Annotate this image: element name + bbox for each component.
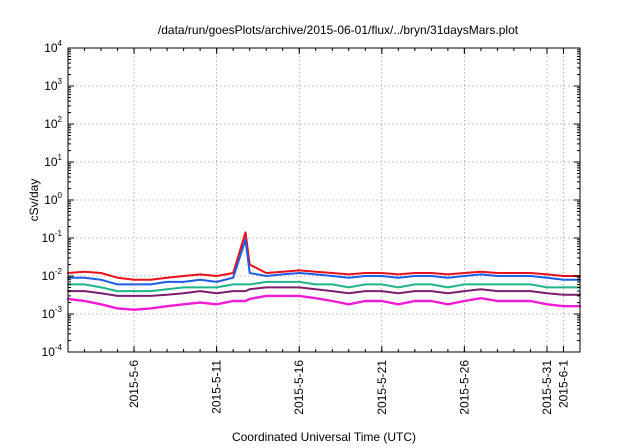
x-tick-label: 2015-6-1 bbox=[556, 360, 570, 408]
x-tick-labels: 2015-5-6 2015-5-11 2015-5-16 2015-5-21 2015-… bbox=[127, 360, 570, 415]
x-tick-label: 2015-5-6 bbox=[127, 360, 141, 408]
x-tick-label: 2015-5-16 bbox=[292, 360, 306, 415]
y-tick-label: 100 bbox=[44, 191, 62, 207]
series-line-1 bbox=[67, 231, 581, 281]
series-line-2 bbox=[67, 238, 581, 286]
grid bbox=[68, 48, 580, 352]
x-tick-label: 2015-5-11 bbox=[210, 360, 224, 414]
x-axis-label: Coordinated Universal Time (UTC) bbox=[232, 430, 416, 444]
y-tick-label: 10-2 bbox=[42, 267, 63, 283]
series-line-3 bbox=[67, 280, 581, 293]
y-tick-label: 102 bbox=[44, 115, 62, 131]
y-tick-label: 104 bbox=[44, 39, 62, 55]
y-tick-labels: 10-4 10-3 10-2 10-1 100 101 102 103 104 bbox=[42, 39, 63, 359]
series-line-5 bbox=[66, 294, 582, 311]
series-group bbox=[66, 231, 582, 311]
x-tick-label: 2015-5-26 bbox=[457, 360, 471, 415]
x-tick-label: 2015-5-21 bbox=[375, 360, 389, 415]
y-tick-label: 103 bbox=[44, 77, 62, 93]
y-tick-label: 10-4 bbox=[42, 343, 63, 359]
axis-ticks bbox=[67, 47, 581, 353]
x-tick-label: 2015-5-31 bbox=[540, 360, 554, 415]
y-tick-label: 10-1 bbox=[42, 229, 63, 245]
y-axis-label: cSv/day bbox=[27, 179, 41, 222]
y-tick-label: 10-3 bbox=[42, 305, 63, 321]
series-line-4 bbox=[67, 286, 581, 297]
chart-title: /data/run/goesPlots/archive/2015-06-01/f… bbox=[158, 23, 519, 37]
y-tick-label: 101 bbox=[44, 153, 62, 169]
